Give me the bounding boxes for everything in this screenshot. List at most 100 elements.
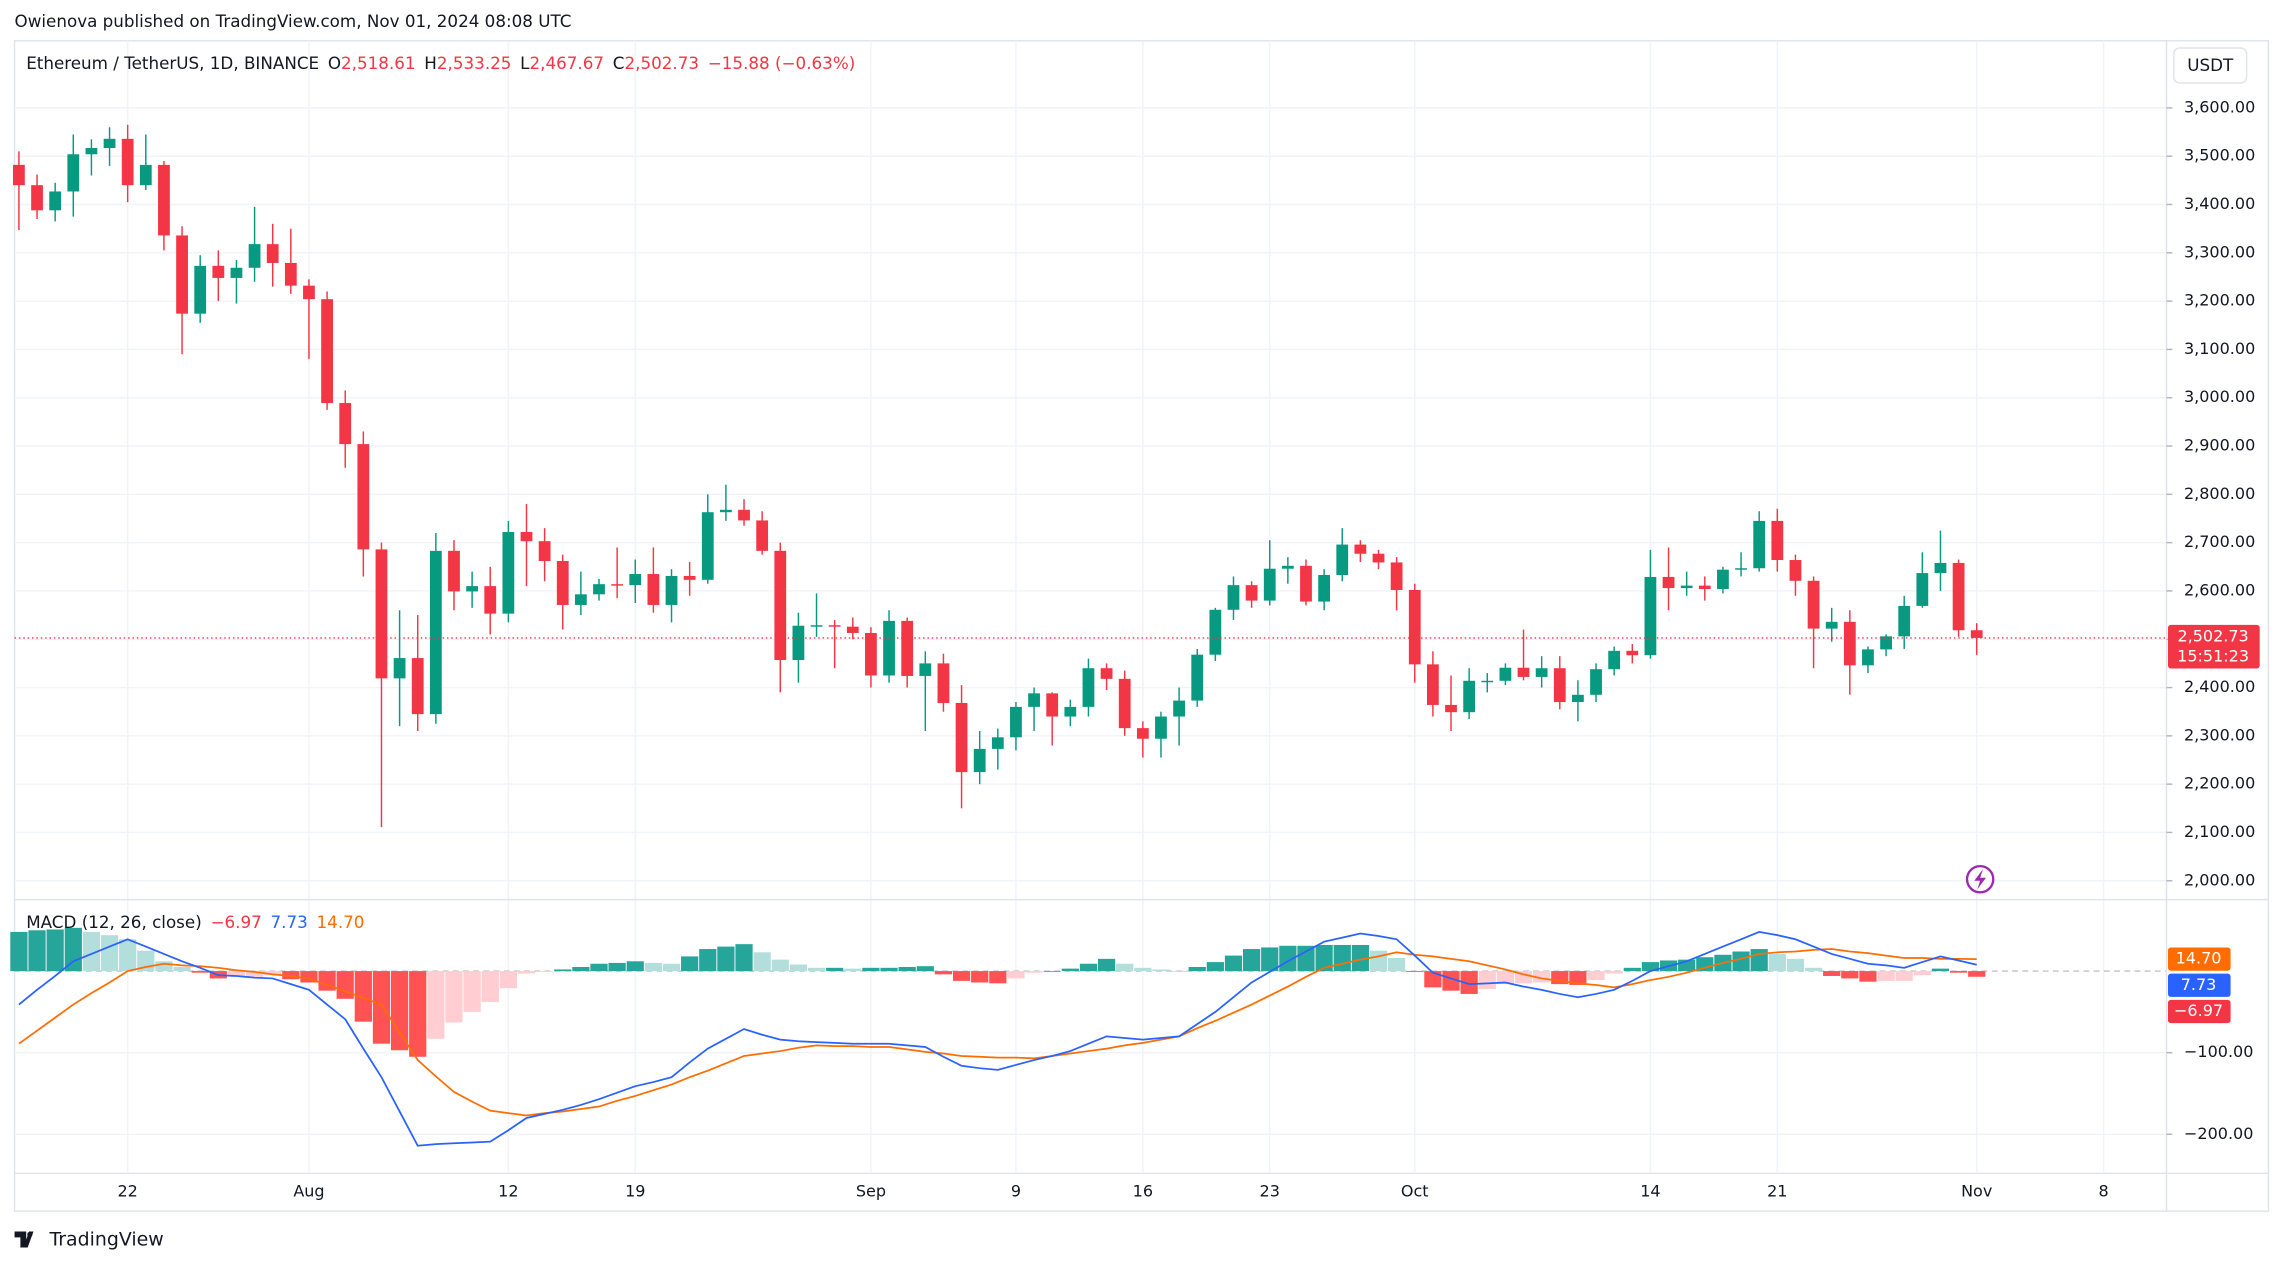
histogram-bar: [626, 961, 644, 972]
tradingview-logo: [14, 1231, 34, 1248]
macd-value-label: 14.70: [2176, 949, 2222, 968]
y-tick-label: 3,500.00: [2184, 146, 2255, 165]
histogram-bar: [1931, 968, 1950, 972]
candle-body: [411, 658, 424, 715]
candle-body: [665, 575, 678, 605]
publisher-line: Owienova published on TradingView.com, N…: [15, 11, 572, 31]
macd-legend-value: 7.73: [271, 912, 308, 932]
histogram-bar: [1242, 949, 1261, 972]
histogram-bar: [1569, 971, 1587, 985]
histogram-bar: [971, 971, 989, 983]
change-value: −15.88 (−0.63%): [708, 53, 856, 73]
currency-label[interactable]: USDT: [2187, 55, 2234, 75]
x-tick-label: 19: [625, 1182, 645, 1201]
candle-body: [303, 285, 315, 300]
candle-body: [67, 154, 80, 192]
x-tick-label: 9: [1011, 1182, 1021, 1201]
candle-body: [284, 262, 297, 286]
histogram-bar: [681, 956, 699, 972]
histogram-bar: [1623, 967, 1641, 972]
candle-body: [321, 299, 333, 404]
histogram-bar: [1388, 958, 1406, 972]
candle-body: [49, 191, 62, 211]
macd-title: MACD (12, 26, close): [26, 912, 202, 932]
x-tick-label: Nov: [1961, 1182, 1992, 1201]
y-tick-label: 2,700.00: [2184, 532, 2255, 551]
candle-body: [1046, 693, 1059, 717]
candle-body: [484, 586, 497, 614]
y-tick-label: 3,200.00: [2184, 291, 2255, 310]
macd-value-label: 7.73: [2181, 975, 2217, 994]
y-tick-label: 3,000.00: [2184, 387, 2255, 406]
macd-line: [18, 931, 1977, 1147]
lightning-icon[interactable]: [1965, 864, 1995, 894]
mark-layer: [10, 124, 2167, 1147]
histogram-bar: [898, 967, 916, 972]
candle-body: [121, 138, 134, 186]
histogram-bar: [826, 967, 844, 972]
macd-value-box: [2167, 947, 2231, 971]
candle-body: [212, 265, 225, 278]
candle-body: [1227, 585, 1240, 610]
label-layer: 22 Aug 12 19 Sep 9 16 23 Oct 14 21 Nov 8 2,000.00 2,10…: [26, 53, 2260, 1201]
candle-body: [1426, 664, 1439, 705]
candle-body: [1064, 706, 1077, 717]
histogram-bar: [100, 935, 119, 972]
candle-body: [139, 164, 152, 186]
candle-body: [1082, 668, 1095, 707]
y-tick-label: 2,100.00: [2184, 822, 2255, 841]
candle-body: [1318, 574, 1331, 602]
histogram-bar: [1079, 963, 1098, 972]
histogram-bar: [590, 963, 608, 972]
macd-value-label: −6.97: [2174, 1001, 2223, 1020]
candle-body: [1336, 544, 1349, 575]
histogram-bar: [354, 971, 372, 1022]
candle-body: [158, 164, 170, 236]
candle-body: [556, 560, 569, 605]
candle-body: [1970, 630, 1983, 638]
histogram-bar: [1424, 971, 1442, 988]
histogram-bar: [517, 971, 536, 974]
candle-body: [720, 509, 732, 513]
candle-body: [593, 584, 605, 595]
histogram-bar: [1043, 971, 1061, 972]
candle-body: [1680, 585, 1693, 589]
histogram-bar: [789, 964, 808, 972]
histogram-bar: [499, 971, 517, 989]
y-tick-label: 2,300.00: [2184, 725, 2255, 744]
y-tick-label: −200.00: [2184, 1124, 2253, 1143]
candle-body: [339, 403, 352, 445]
candle-body: [1662, 576, 1675, 589]
x-tick-label: 22: [117, 1182, 137, 1201]
histogram-bar: [699, 949, 717, 972]
histogram-bar: [608, 962, 626, 972]
candle-body: [1173, 700, 1185, 717]
x-tick-label: 21: [1767, 1182, 1787, 1201]
histogram-bar: [372, 971, 391, 1044]
candle-body: [1263, 568, 1276, 601]
histogram-bar: [1496, 971, 1515, 985]
candle-body: [375, 549, 388, 679]
ohlc-value: 2,518.61: [341, 53, 416, 73]
currency-button[interactable]: [2173, 47, 2248, 84]
histogram-bar: [445, 971, 463, 1023]
histogram-bar: [409, 971, 427, 1057]
macd-legend: MACD (12, 26, close) −6.97 7.73 14.70: [26, 912, 364, 932]
histogram-bar: [952, 971, 971, 981]
histogram-bar: [336, 971, 354, 999]
histogram-bar: [1061, 968, 1079, 972]
y-tick-label: 2,600.00: [2184, 580, 2255, 599]
candle-body: [266, 244, 279, 263]
ohlc-key: C: [613, 53, 625, 73]
candle-body: [1155, 716, 1167, 739]
candle-body: [792, 625, 805, 661]
histogram-bar: [1895, 971, 1913, 981]
histogram-bar: [481, 971, 499, 1003]
candle-body: [31, 185, 43, 211]
y-tick-label: 2,800.00: [2184, 484, 2255, 503]
candle-body: [1390, 562, 1403, 590]
histogram-bar: [1025, 971, 1043, 973]
histogram-bar: [536, 971, 554, 972]
histogram-bar: [463, 971, 481, 1012]
histogram-bar: [1116, 963, 1134, 972]
